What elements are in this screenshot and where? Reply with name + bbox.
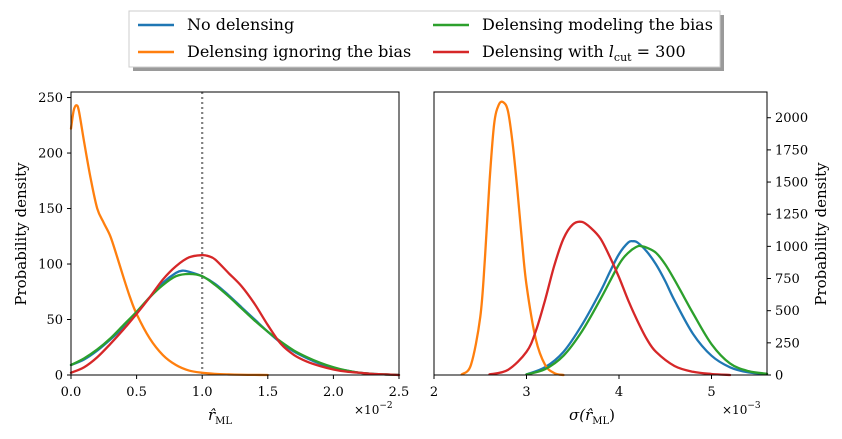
right-x-scale-base: ×10 xyxy=(722,403,747,417)
right-x-scale-exp: −3 xyxy=(747,401,761,411)
right-x-axis-label-tail: ) xyxy=(609,406,615,424)
left-y-tick-label: 50 xyxy=(46,313,63,328)
left-series-delensing-ignoring-the-bias xyxy=(69,104,269,377)
right-y-tick-label: 1000 xyxy=(775,240,808,255)
legend: No delensing Delensing ignoring the bias… xyxy=(128,10,724,71)
right-y-tick-label: 1750 xyxy=(775,143,808,158)
right-y-tick-label: 750 xyxy=(775,272,800,287)
legend-label-lcut-suffix: = 300 xyxy=(632,42,686,61)
legend-label-no-delensing: No delensing xyxy=(187,15,294,34)
right-x-tick-label: 2 xyxy=(430,385,438,400)
left-y-ticks: 0 50 100 150 200 250 xyxy=(38,91,71,384)
left-x-tick-label: 1.0 xyxy=(192,385,213,400)
left-x-scale-base: ×10 xyxy=(354,403,379,417)
left-x-tick-label: 1.5 xyxy=(257,385,278,400)
left-x-tick-label: 0.5 xyxy=(126,385,147,400)
legend-label-lcut-var: l xyxy=(609,42,614,61)
right-x-axis-label: σ(r̂ML) xyxy=(569,406,615,427)
right-series-no-delensing xyxy=(525,239,769,376)
right-y-tick-label: 1500 xyxy=(775,176,808,191)
right-y-axis-label: Probability density xyxy=(812,162,830,306)
right-x-axis-label-sub: ML xyxy=(592,416,609,427)
right-panel: 2 3 4 5 0 250 500 750 1000 1250 1500 1750 2000 σ(r̂… xyxy=(430,91,830,427)
right-x-scale-note: ×10−3 xyxy=(722,401,761,417)
legend-label-lcut: Delensing with lcut = 300 xyxy=(482,42,686,64)
right-x-tick-label: 5 xyxy=(707,385,715,400)
left-y-tick-label: 100 xyxy=(38,258,63,273)
left-y-tick-label: 0 xyxy=(55,369,63,384)
legend-label-ignoring-bias: Delensing ignoring the bias xyxy=(187,42,411,61)
left-y-tick-label: 250 xyxy=(38,91,63,106)
right-y-tick-label: 0 xyxy=(775,369,783,384)
left-y-axis-label: Probability density xyxy=(12,162,30,306)
left-series-delensing-with-l-cut-300 xyxy=(69,253,401,377)
left-x-tick-label: 2.0 xyxy=(323,385,344,400)
right-plot-frame xyxy=(433,91,768,376)
right-x-ticks: 2 3 4 5 xyxy=(430,375,716,400)
right-series-delensing-modeling-the-bias xyxy=(525,244,769,376)
left-series-delensing-modeling-the-bias xyxy=(69,272,401,377)
right-y-tick-label: 2000 xyxy=(775,111,808,126)
left-y-tick-label: 150 xyxy=(38,202,63,217)
right-y-tick-label: 500 xyxy=(775,304,800,319)
legend-label-modeling-bias: Delensing modeling the bias xyxy=(482,15,713,34)
left-plot-frame xyxy=(70,91,400,376)
legend-label-lcut-prefix: Delensing with xyxy=(482,42,609,61)
left-x-tick-label: 0.0 xyxy=(61,385,82,400)
legend-label-lcut-sub: cut xyxy=(614,51,632,64)
right-x-tick-label: 3 xyxy=(522,385,530,400)
right-series-delensing-ignoring-the-bias xyxy=(460,100,565,377)
left-x-axis-label-sub: ML xyxy=(215,416,232,427)
left-x-axis-label: r̂ML xyxy=(208,406,232,427)
left-x-scale-note: ×10−2 xyxy=(354,401,393,417)
left-y-tick-label: 200 xyxy=(38,147,63,162)
right-x-tick-label: 4 xyxy=(615,385,623,400)
left-series-group xyxy=(69,104,401,377)
legend-frame xyxy=(128,10,721,68)
right-series-delensing-with-l-cut-300 xyxy=(488,220,732,377)
left-x-axis-label-main: r̂ xyxy=(208,406,216,424)
right-series-group xyxy=(460,100,769,377)
right-y-tick-label: 250 xyxy=(775,336,800,351)
right-y-tick-label: 1250 xyxy=(775,208,808,223)
left-series-no-delensing xyxy=(69,269,401,377)
left-x-ticks: 0.0 0.5 1.0 1.5 2.0 2.5 xyxy=(61,375,410,400)
right-y-ticks: 0 250 500 750 1000 1250 1500 1750 2000 xyxy=(767,111,808,384)
left-x-tick-label: 2.5 xyxy=(389,385,410,400)
right-x-axis-label-main: σ(r̂ xyxy=(569,406,593,424)
left-x-scale-exp: −2 xyxy=(379,401,392,411)
